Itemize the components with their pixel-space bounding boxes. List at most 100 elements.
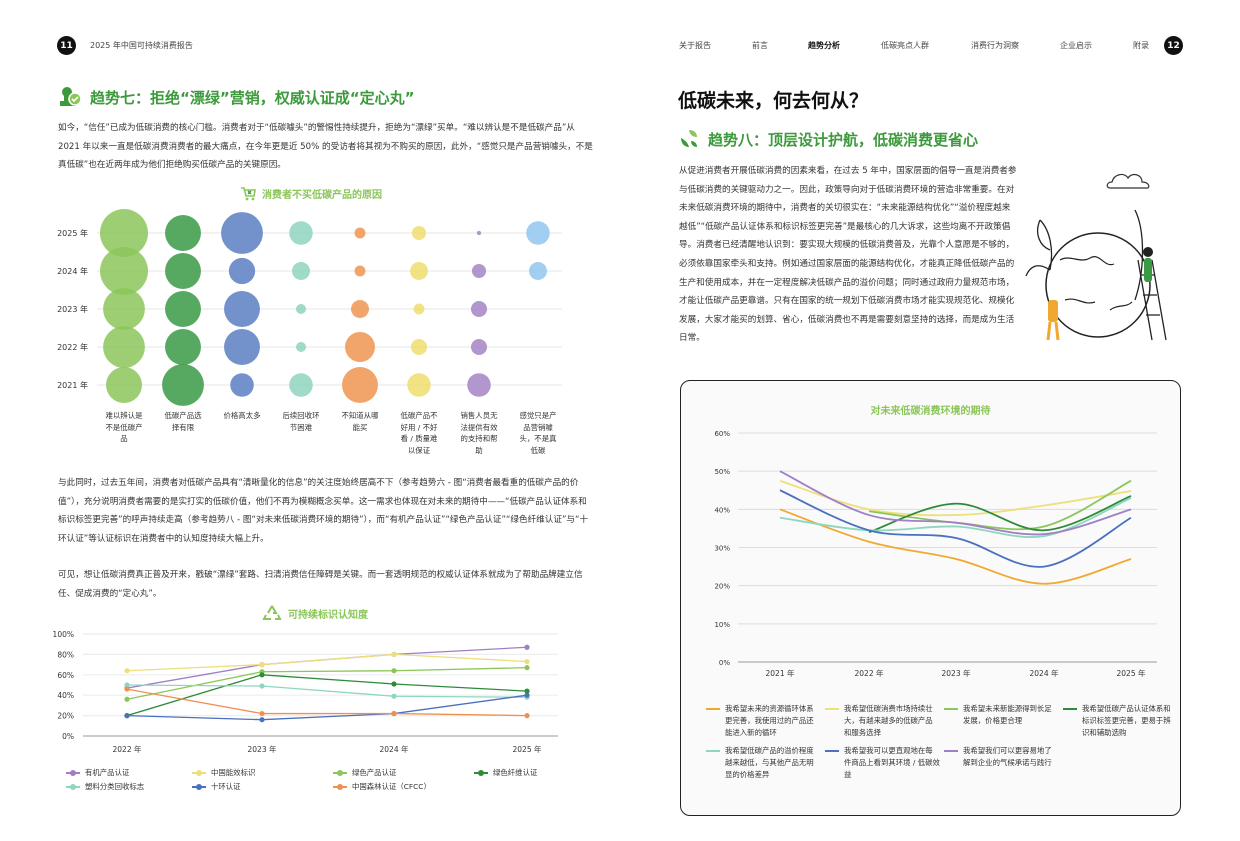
- legend-label: 我希望低碳消费市场持续壮大，有越来越多的低碳产品和服务选择: [844, 704, 933, 737]
- recycle-icon: [262, 605, 282, 620]
- legend-swatch: [825, 708, 839, 710]
- series-line: [126, 684, 528, 698]
- certificate-seal-icon: [60, 87, 82, 106]
- series-line: [126, 674, 528, 717]
- legend-item: 我希望低碳产品的溢价程度越来越低，与其他产品无明显的价格差异: [706, 745, 821, 781]
- data-point: [524, 658, 530, 665]
- legend-label: 我希望我可以更直观地在每件商品上看到其环境 / 低碳效益: [844, 746, 940, 779]
- x-tick-label: 2024 年: [1030, 668, 1059, 678]
- legend-swatch: [825, 750, 839, 752]
- legend-item: 我希望未来新能源得到长足发展，价格更合理: [944, 703, 1059, 727]
- legend-swatch: [333, 783, 347, 790]
- bubble-category-label: 低碳产品选择有限: [164, 411, 202, 432]
- bubble-category-label: 销售人员无法提供有效的支持和帮助: [460, 411, 498, 455]
- data-point: [259, 672, 265, 678]
- line-chart-2-title: 对未来低碳消费环境的期待: [870, 406, 991, 417]
- data-point: [124, 696, 130, 702]
- report-title: 2025 年中国可持续消费报告: [90, 41, 193, 50]
- legend-item: 十环认证: [192, 781, 241, 792]
- expectations-chart-card: [680, 380, 1181, 816]
- y-tick-label: 100%: [53, 630, 74, 639]
- legend-label: 有机产品认证: [85, 768, 130, 777]
- y-tick-label: 40%: [57, 691, 74, 700]
- globe-gardener-illustration: [1025, 173, 1167, 341]
- legend-label: 中国能效标识: [211, 768, 256, 777]
- legend-item: 中国森林认证（CFCC）: [333, 781, 431, 792]
- cart-x-icon: [241, 186, 256, 200]
- bubble-mark: [224, 291, 260, 327]
- nav-item[interactable]: 低碳亮点人群: [881, 41, 929, 50]
- series-line: [126, 688, 528, 717]
- bubble-mark: [221, 212, 263, 254]
- nav-item[interactable]: 附录: [1133, 41, 1149, 50]
- bubble-mark: [165, 329, 201, 365]
- data-point: [391, 651, 397, 657]
- trend8-title: 趋势八：顶层设计护航，低碳消费更省心: [678, 128, 978, 150]
- legend-swatch: [706, 708, 720, 710]
- bubble-chart: 2025 年 2024 年 2023 年 2022 年 2021 年: [57, 209, 562, 406]
- legend-label: 塑料分类回收标志: [85, 782, 145, 791]
- nav-item[interactable]: 消费行为洞察: [971, 41, 1019, 50]
- bubble-mark: [289, 221, 313, 245]
- x-tick-label: 2022 年: [855, 668, 884, 678]
- legend-item: 塑料分类回收标志: [66, 781, 144, 792]
- nav-item-active[interactable]: 趋势分析: [808, 41, 840, 50]
- nav-item[interactable]: 前言: [752, 41, 768, 50]
- legend-swatch: [333, 769, 347, 776]
- data-point: [524, 644, 530, 650]
- series-line: [779, 479, 1132, 517]
- legend-item: 绿色产品认证: [333, 767, 396, 778]
- page-number-left: 11: [57, 36, 76, 55]
- y-tick-label: 20%: [714, 583, 730, 591]
- bubble-mark: [342, 367, 378, 403]
- recycle-leaf-icon: [681, 130, 697, 147]
- data-point: [124, 668, 130, 674]
- legend-item: 我希望低碳消费市场持续壮大，有越来越多的低碳产品和服务选择: [825, 703, 940, 739]
- line-chart-1-title-text: 可持续标识认知度: [288, 609, 368, 621]
- y-tick-label: 80%: [57, 650, 74, 659]
- x-tick-label: 2022 年: [113, 744, 142, 754]
- bubble-category-label: 低碳产品不好用 / 不好看 / 质量难以保证: [400, 411, 438, 455]
- data-point: [391, 693, 397, 699]
- bubble-mark: [526, 221, 550, 245]
- bubble-mark: [354, 265, 366, 277]
- legend-label: 绿色纤维认证: [493, 768, 538, 777]
- legend-swatch: [66, 783, 80, 790]
- x-tick-label: 2025 年: [1117, 668, 1146, 678]
- data-point: [524, 692, 530, 698]
- bubble-mark: [529, 262, 547, 280]
- bubble-mark: [407, 373, 431, 397]
- legend-label: 我希望未来的资源循环体系更完善，我使用过的产品还能进入新的循环: [725, 704, 814, 737]
- bubble-category-label: 不知道从哪能买: [341, 411, 379, 432]
- x-tick-label: 2024 年: [380, 744, 409, 754]
- data-point: [259, 683, 265, 689]
- legend-label: 我希望我们可以更容易地了解到企业的气候承诺与践行: [963, 746, 1052, 767]
- legend-swatch: [192, 769, 206, 776]
- series-line: [779, 497, 1132, 538]
- bubble-chart-title: 消费者不买低碳产品的原因: [240, 186, 382, 201]
- series-line: [779, 470, 1132, 536]
- trend7-paragraph-1: 如今，“信任”已成为低碳消费的核心门槛。消费者对于“低碳噱头”的警惕性持续提升，…: [58, 123, 593, 171]
- line-chart-1-title: 可持续标识认知度: [262, 604, 368, 622]
- y-tick-label: 10%: [714, 621, 730, 629]
- bubble-mark: [224, 329, 260, 365]
- bubble-mark: [470, 338, 488, 356]
- bubble-mark: [413, 303, 425, 315]
- bubble-mark: [106, 367, 142, 403]
- legend-swatch: [1063, 708, 1077, 710]
- bubble-mark: [230, 373, 254, 397]
- legend-item: 有机产品认证: [66, 767, 129, 778]
- x-tick-label: 2023 年: [248, 744, 277, 754]
- bubble-year-label: 2023 年: [57, 304, 88, 314]
- nav-item[interactable]: 企业启示: [1060, 41, 1092, 50]
- legend-label: 十环认证: [211, 782, 241, 791]
- nav-item[interactable]: 关于报告: [679, 41, 711, 50]
- legend-swatch: [944, 708, 958, 710]
- y-tick-label: 0%: [62, 732, 74, 741]
- bubble-mark: [103, 326, 145, 368]
- trend8-paragraph: 从促进消费者开展低碳消费的因素来看，在过去 5 年中，国家层面的倡导一直是消费者…: [679, 166, 1017, 344]
- x-tick-label: 2021 年: [766, 668, 795, 678]
- data-point: [524, 688, 530, 694]
- bubble-mark: [165, 291, 201, 327]
- legend-item: 中国能效标识: [192, 767, 255, 778]
